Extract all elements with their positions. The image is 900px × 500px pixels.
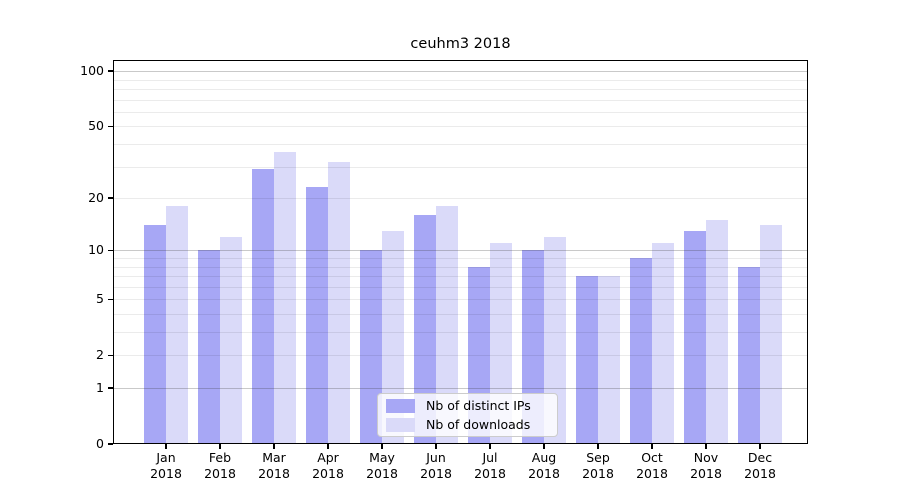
minor-gridline bbox=[113, 89, 808, 90]
y-tick bbox=[108, 125, 113, 128]
minor-gridline bbox=[113, 166, 808, 168]
x-tick bbox=[651, 444, 653, 449]
bar-downloads bbox=[328, 161, 350, 444]
x-tick bbox=[381, 444, 383, 449]
minor-gridline bbox=[113, 266, 808, 268]
bar-downloads bbox=[382, 230, 404, 444]
x-tick-label: Oct 2018 bbox=[636, 450, 668, 481]
bar-distinct-ips bbox=[684, 230, 706, 444]
bar-downloads bbox=[166, 206, 188, 444]
x-tick-label: Jun 2018 bbox=[420, 450, 452, 481]
x-tick bbox=[327, 444, 329, 449]
y-tick-label: 50 bbox=[88, 118, 104, 134]
minor-gridline bbox=[113, 111, 808, 113]
minor-gridline bbox=[113, 286, 808, 288]
minor-gridline bbox=[113, 355, 808, 357]
legend-item-distinct-ips: Nb of distinct IPs bbox=[386, 398, 549, 413]
y-tick bbox=[108, 70, 113, 72]
y-tick bbox=[108, 354, 113, 356]
legend-label-distinct-ips: Nb of distinct IPs bbox=[426, 398, 531, 413]
minor-gridline bbox=[113, 198, 808, 200]
x-tick bbox=[759, 444, 761, 449]
bar-distinct-ips bbox=[252, 169, 274, 444]
x-tick-label: May 2018 bbox=[366, 450, 398, 481]
minor-gridline bbox=[113, 258, 808, 259]
minor-gridline bbox=[113, 314, 808, 315]
major-gridline bbox=[113, 250, 808, 252]
legend-label-downloads: Nb of downloads bbox=[426, 417, 531, 432]
bar-downloads bbox=[544, 236, 566, 444]
x-tick-label: Jul 2018 bbox=[474, 450, 506, 481]
bar-downloads bbox=[274, 152, 296, 444]
bar-downloads bbox=[220, 236, 242, 444]
x-tick-label: Nov 2018 bbox=[690, 450, 722, 481]
plot-area bbox=[113, 60, 808, 444]
minor-gridline bbox=[113, 126, 808, 128]
bar-downloads bbox=[436, 206, 458, 444]
y-tick-label: 10 bbox=[88, 242, 104, 258]
x-tick-label: Aug 2018 bbox=[528, 450, 560, 481]
y-tick-label: 2 bbox=[96, 347, 104, 363]
minor-gridline bbox=[113, 276, 808, 277]
bar-distinct-ips bbox=[630, 258, 652, 444]
x-tick bbox=[705, 444, 707, 449]
y-tick bbox=[108, 443, 113, 445]
bar-distinct-ips bbox=[360, 250, 382, 444]
bar-distinct-ips bbox=[738, 266, 760, 444]
y-tick-label: 0 bbox=[96, 436, 104, 451]
bar-distinct-ips bbox=[306, 187, 328, 444]
bar-downloads bbox=[706, 220, 728, 444]
y-tick-label: 20 bbox=[88, 190, 104, 206]
legend-swatch-distinct-ips-icon bbox=[386, 398, 415, 413]
x-tick bbox=[597, 444, 599, 449]
bar-downloads bbox=[652, 243, 674, 444]
x-tick bbox=[543, 444, 545, 449]
minor-gridline bbox=[113, 332, 808, 333]
minor-gridline bbox=[113, 299, 808, 301]
x-tick-label: Apr 2018 bbox=[312, 450, 344, 481]
legend: Nb of distinct IPs Nb of downloads bbox=[377, 393, 558, 437]
x-tick bbox=[219, 444, 221, 449]
y-tick bbox=[108, 249, 113, 251]
x-tick bbox=[489, 444, 491, 449]
x-tick-label: Jan 2018 bbox=[150, 450, 182, 481]
y-tick bbox=[108, 197, 113, 199]
bar-distinct-ips bbox=[414, 215, 436, 444]
bar-distinct-ips bbox=[576, 276, 598, 444]
y-tick bbox=[108, 298, 113, 300]
x-tick-label: Mar 2018 bbox=[258, 450, 290, 481]
y-tick bbox=[108, 387, 113, 389]
y-tick-label: 5 bbox=[96, 291, 104, 307]
major-gridline bbox=[113, 71, 808, 73]
chart-title: ceuhm3 2018 bbox=[410, 36, 511, 52]
bar-distinct-ips bbox=[198, 250, 220, 444]
x-tick-label: Sep 2018 bbox=[582, 450, 614, 481]
legend-item-downloads: Nb of downloads bbox=[386, 417, 549, 432]
bar-downloads bbox=[598, 276, 620, 444]
legend-swatch-downloads-icon bbox=[386, 417, 415, 432]
x-tick bbox=[435, 444, 437, 449]
x-tick bbox=[273, 444, 275, 449]
y-tick-label: 100 bbox=[80, 63, 104, 79]
x-tick-label: Dec 2018 bbox=[744, 450, 776, 481]
x-tick-label: Feb 2018 bbox=[204, 450, 236, 481]
minor-gridline bbox=[113, 144, 808, 145]
minor-gridline bbox=[113, 99, 808, 101]
y-tick-label: 1 bbox=[96, 380, 104, 395]
bar-downloads bbox=[760, 225, 782, 444]
x-tick bbox=[165, 444, 167, 449]
major-gridline bbox=[113, 388, 808, 389]
bar-distinct-ips bbox=[144, 225, 166, 444]
minor-gridline bbox=[113, 79, 808, 81]
